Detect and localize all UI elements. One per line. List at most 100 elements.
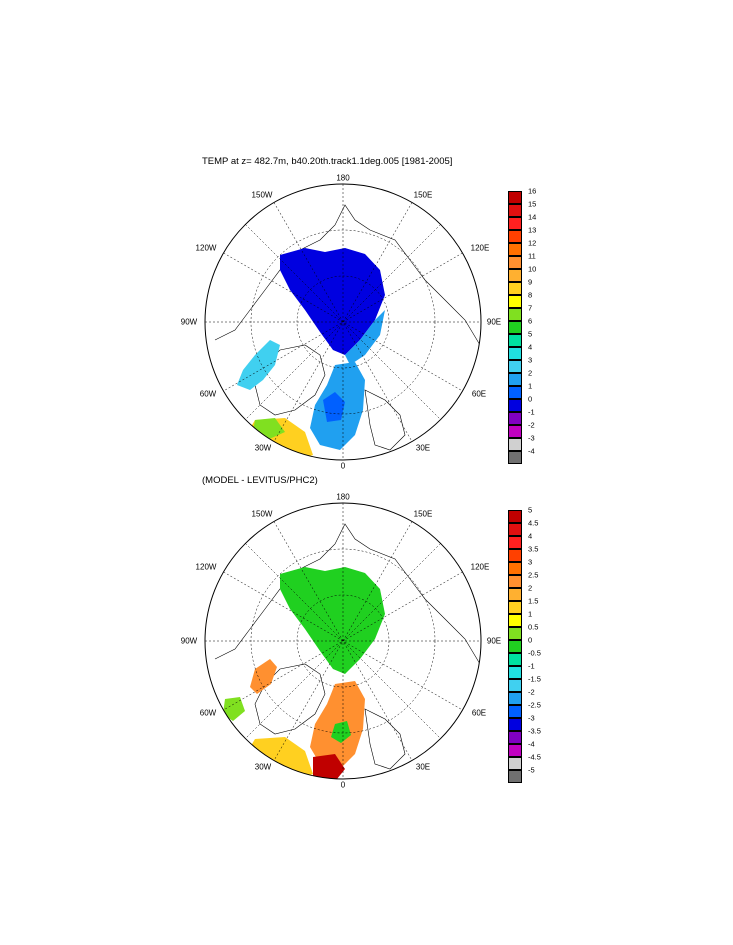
colorbar-swatch — [508, 243, 522, 256]
colorbar-tick-label: 4 — [528, 531, 533, 541]
map-boundary — [204, 183, 482, 461]
colorbar-tick-label: 2 — [528, 368, 533, 378]
lon-label-30w: 30W — [254, 762, 272, 772]
colorbar-tick-label: -2 — [528, 687, 535, 697]
colorbar-tick-label: 6 — [528, 316, 533, 326]
colorbar-swatch — [508, 627, 522, 640]
colorbar-tick-label: -4 — [528, 739, 535, 749]
scandinavia-outline — [364, 389, 406, 451]
lon-label-90w: 90W — [180, 636, 198, 646]
baffin-fill — [250, 659, 277, 694]
colorbar-tick-label: 5 — [528, 505, 533, 515]
colorbar-tick-label: 1 — [528, 609, 533, 619]
lon-label-90e: 90E — [486, 636, 502, 646]
lon-label-180: 180 — [336, 173, 350, 183]
colorbar-tick-label: -4 — [528, 446, 535, 456]
colorbar-tick-label: 0 — [528, 635, 533, 645]
colorbar-swatch — [508, 438, 522, 451]
lon-label-30e: 30E — [415, 762, 431, 772]
colorbar-swatch — [508, 549, 522, 562]
colorbar-tick-label: 4 — [528, 342, 533, 352]
colorbar-swatch — [508, 614, 522, 627]
panel1-polar-map — [204, 183, 482, 461]
colorbar-swatch — [508, 653, 522, 666]
colorbar-swatch — [508, 269, 522, 282]
colorbar-tick-label: 2.5 — [528, 570, 539, 580]
colorbar-tick-label: 0.5 — [528, 622, 539, 632]
colorbar-tick-label: 13 — [528, 225, 537, 235]
lon-label-150w: 150W — [251, 190, 273, 200]
lon-label-150e: 150E — [413, 190, 433, 200]
colorbar-tick-label: -3.5 — [528, 726, 541, 736]
colorbar-tick-label: 11 — [528, 251, 536, 261]
colorbar-tick-label: 9 — [528, 277, 533, 287]
colorbar-swatch — [508, 731, 522, 744]
panel2-polar-map — [204, 502, 482, 780]
colorbar-tick-label: -4.5 — [528, 752, 541, 762]
colorbar-swatch — [508, 770, 522, 783]
colorbar-swatch — [508, 399, 522, 412]
colorbar-tick-label: -1.5 — [528, 674, 541, 684]
colorbar-swatch — [508, 321, 522, 334]
colorbar-tick-label: 2 — [528, 583, 533, 593]
greenland-outline — [254, 663, 326, 735]
land-outline — [214, 523, 481, 665]
colorbar-swatch — [508, 562, 522, 575]
colorbar-tick-label: -3 — [528, 433, 535, 443]
colorbar-tick-label: 5 — [528, 329, 533, 339]
lon-label-150w: 150W — [251, 509, 273, 519]
panel2-title: (MODEL - LEVITUS/PHC2) — [202, 475, 318, 486]
lon-label-30e: 30E — [415, 443, 431, 453]
colorbar-swatch — [508, 334, 522, 347]
colorbar-swatch — [508, 191, 522, 204]
colorbar-swatch — [508, 692, 522, 705]
lon-label-180: 180 — [336, 492, 350, 502]
colorbar-swatch — [508, 217, 522, 230]
colorbar-swatch — [508, 360, 522, 373]
colorbar-swatch — [508, 575, 522, 588]
colorbar-tick-label: 16 — [528, 186, 537, 196]
lon-label-120w: 120W — [195, 562, 217, 572]
map-boundary — [204, 502, 482, 780]
colorbar-swatch — [508, 230, 522, 243]
colorbar-tick-label: 8 — [528, 290, 533, 300]
colorbar-swatch — [508, 256, 522, 269]
colorbar-swatch — [508, 679, 522, 692]
lon-label-60e: 60E — [471, 389, 487, 399]
colorbar-tick-label: 7 — [528, 303, 533, 313]
colorbar-swatch — [508, 718, 522, 731]
colorbar-tick-label: 14 — [528, 212, 537, 222]
colorbar-swatch — [508, 536, 522, 549]
colorbar-swatch — [508, 451, 522, 464]
colorbar-tick-label: 3 — [528, 557, 533, 567]
scandinavia-outline — [364, 708, 406, 770]
colorbar-swatch — [508, 347, 522, 360]
colorbar-tick-label: 10 — [528, 264, 537, 274]
colorbar-swatch — [508, 295, 522, 308]
nordic-seas-center — [331, 721, 351, 743]
panel2-map: 180 150W 150E 120W 120E 90W 90E 60W 60E … — [181, 489, 505, 790]
colorbar-tick-label: -2 — [528, 420, 535, 430]
colorbar-tick-label: 4.5 — [528, 518, 539, 528]
lon-label-90e: 90E — [486, 317, 502, 327]
colorbar-swatch — [508, 744, 522, 757]
lon-label-150e: 150E — [413, 509, 433, 519]
colorbar-tick-label: -3 — [528, 713, 535, 723]
lon-label-0: 0 — [340, 461, 346, 471]
colorbar-swatch — [508, 510, 522, 523]
land-outline — [214, 204, 481, 346]
colorbar-swatch — [508, 523, 522, 536]
colorbar-swatch — [508, 757, 522, 770]
colorbar-tick-label: 1.5 — [528, 596, 539, 606]
arctic-basin-fill — [280, 248, 385, 355]
panel1-title: TEMP at z= 482.7m, b40.20th.track1.1deg.… — [202, 156, 453, 167]
basin-warm-edge — [345, 310, 385, 365]
baffin-fill — [237, 340, 280, 390]
colorbar-swatch — [508, 373, 522, 386]
colorbar-swatch — [508, 204, 522, 217]
colorbar-tick-label: 12 — [528, 238, 537, 248]
atlantic-hot — [313, 754, 345, 779]
colorbar-tick-label: 0 — [528, 394, 533, 404]
lon-label-30w: 30W — [254, 443, 272, 453]
panel1-colorbar: 16 15 14 13 12 11 10 9 8 7 6 5 4 3 2 1 0 -1 -2 -3 -4 — [508, 187, 568, 464]
